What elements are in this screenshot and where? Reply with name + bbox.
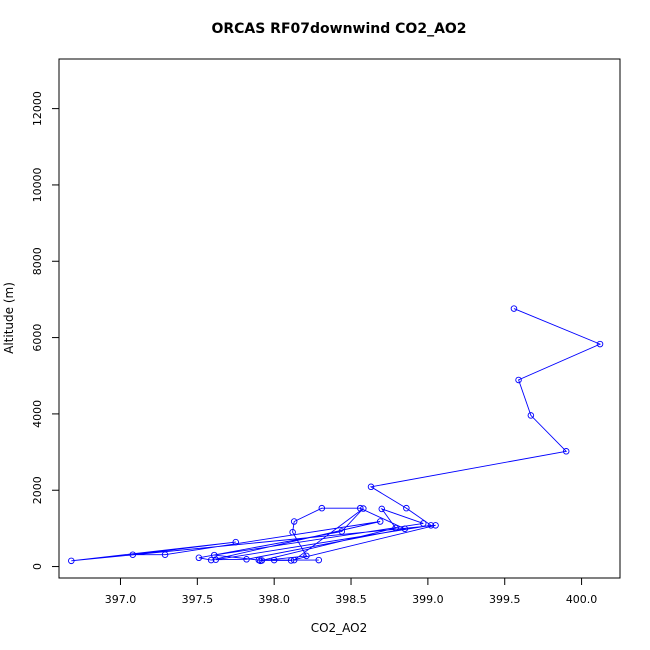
- data-point: [289, 528, 296, 536]
- data-point: [270, 556, 278, 564]
- data-point: [378, 505, 386, 513]
- data-point: [427, 522, 435, 529]
- x-tick-label: 400.0: [566, 593, 598, 606]
- data-point: [401, 525, 409, 533]
- x-tick-label: 399.5: [489, 593, 521, 606]
- y-axis-label: Altitude (m): [2, 282, 16, 354]
- data-point: [596, 340, 604, 348]
- x-tick-label: 397.5: [182, 593, 214, 606]
- data-point: [392, 524, 399, 532]
- data-point: [207, 556, 215, 564]
- data-point: [161, 551, 169, 558]
- plot-frame: [58, 58, 621, 579]
- data-point: [420, 520, 427, 527]
- data-point: [212, 556, 220, 563]
- data-point: [510, 305, 518, 312]
- series-layer: [68, 305, 604, 565]
- x-tick-label: 398.5: [335, 593, 367, 606]
- series-line: [71, 308, 602, 562]
- data-point: [255, 556, 263, 564]
- x-tick-label: 398.0: [258, 593, 290, 606]
- data-point: [360, 505, 367, 512]
- data-point: [432, 522, 439, 529]
- x-tick-label: 399.0: [412, 593, 444, 606]
- data-point: [403, 504, 410, 512]
- y-tick-label: 10000: [31, 167, 44, 202]
- data-point: [303, 552, 310, 560]
- y-tick-label: 2000: [31, 476, 44, 504]
- chart-title: ORCAS RF07downwind CO2_AO2: [211, 21, 466, 37]
- y-tick-label: 4000: [31, 400, 44, 428]
- y-tick-label: 8000: [31, 247, 44, 275]
- data-point: [367, 483, 375, 491]
- data-point: [210, 551, 218, 559]
- data-point: [129, 551, 137, 558]
- data-point: [338, 528, 346, 535]
- data-point: [287, 557, 295, 564]
- data-point: [232, 538, 240, 546]
- data-point: [515, 376, 522, 384]
- data-point: [356, 504, 364, 512]
- data-point: [315, 556, 323, 564]
- data-point: [195, 554, 203, 562]
- data-point: [290, 556, 298, 564]
- x-axis-label: CO2_AO2: [311, 621, 368, 635]
- data-point: [258, 557, 266, 564]
- x-axis: 397.0 397.5 398.0 398.5 399.0 399.5 400.0: [105, 577, 598, 606]
- data-point: [376, 518, 384, 525]
- data-point: [243, 556, 250, 563]
- data-point: [68, 557, 75, 565]
- y-tick-label: 0: [31, 563, 44, 570]
- y-tick-label: 6000: [31, 324, 44, 352]
- data-point: [527, 412, 535, 419]
- data-point: [290, 518, 298, 525]
- data-point: [562, 448, 570, 455]
- data-point: [318, 504, 326, 512]
- x-tick-label: 397.0: [105, 593, 137, 606]
- y-axis: 0 2000 4000 6000 8000 10000 12000: [31, 91, 60, 570]
- y-tick-label: 12000: [31, 91, 44, 126]
